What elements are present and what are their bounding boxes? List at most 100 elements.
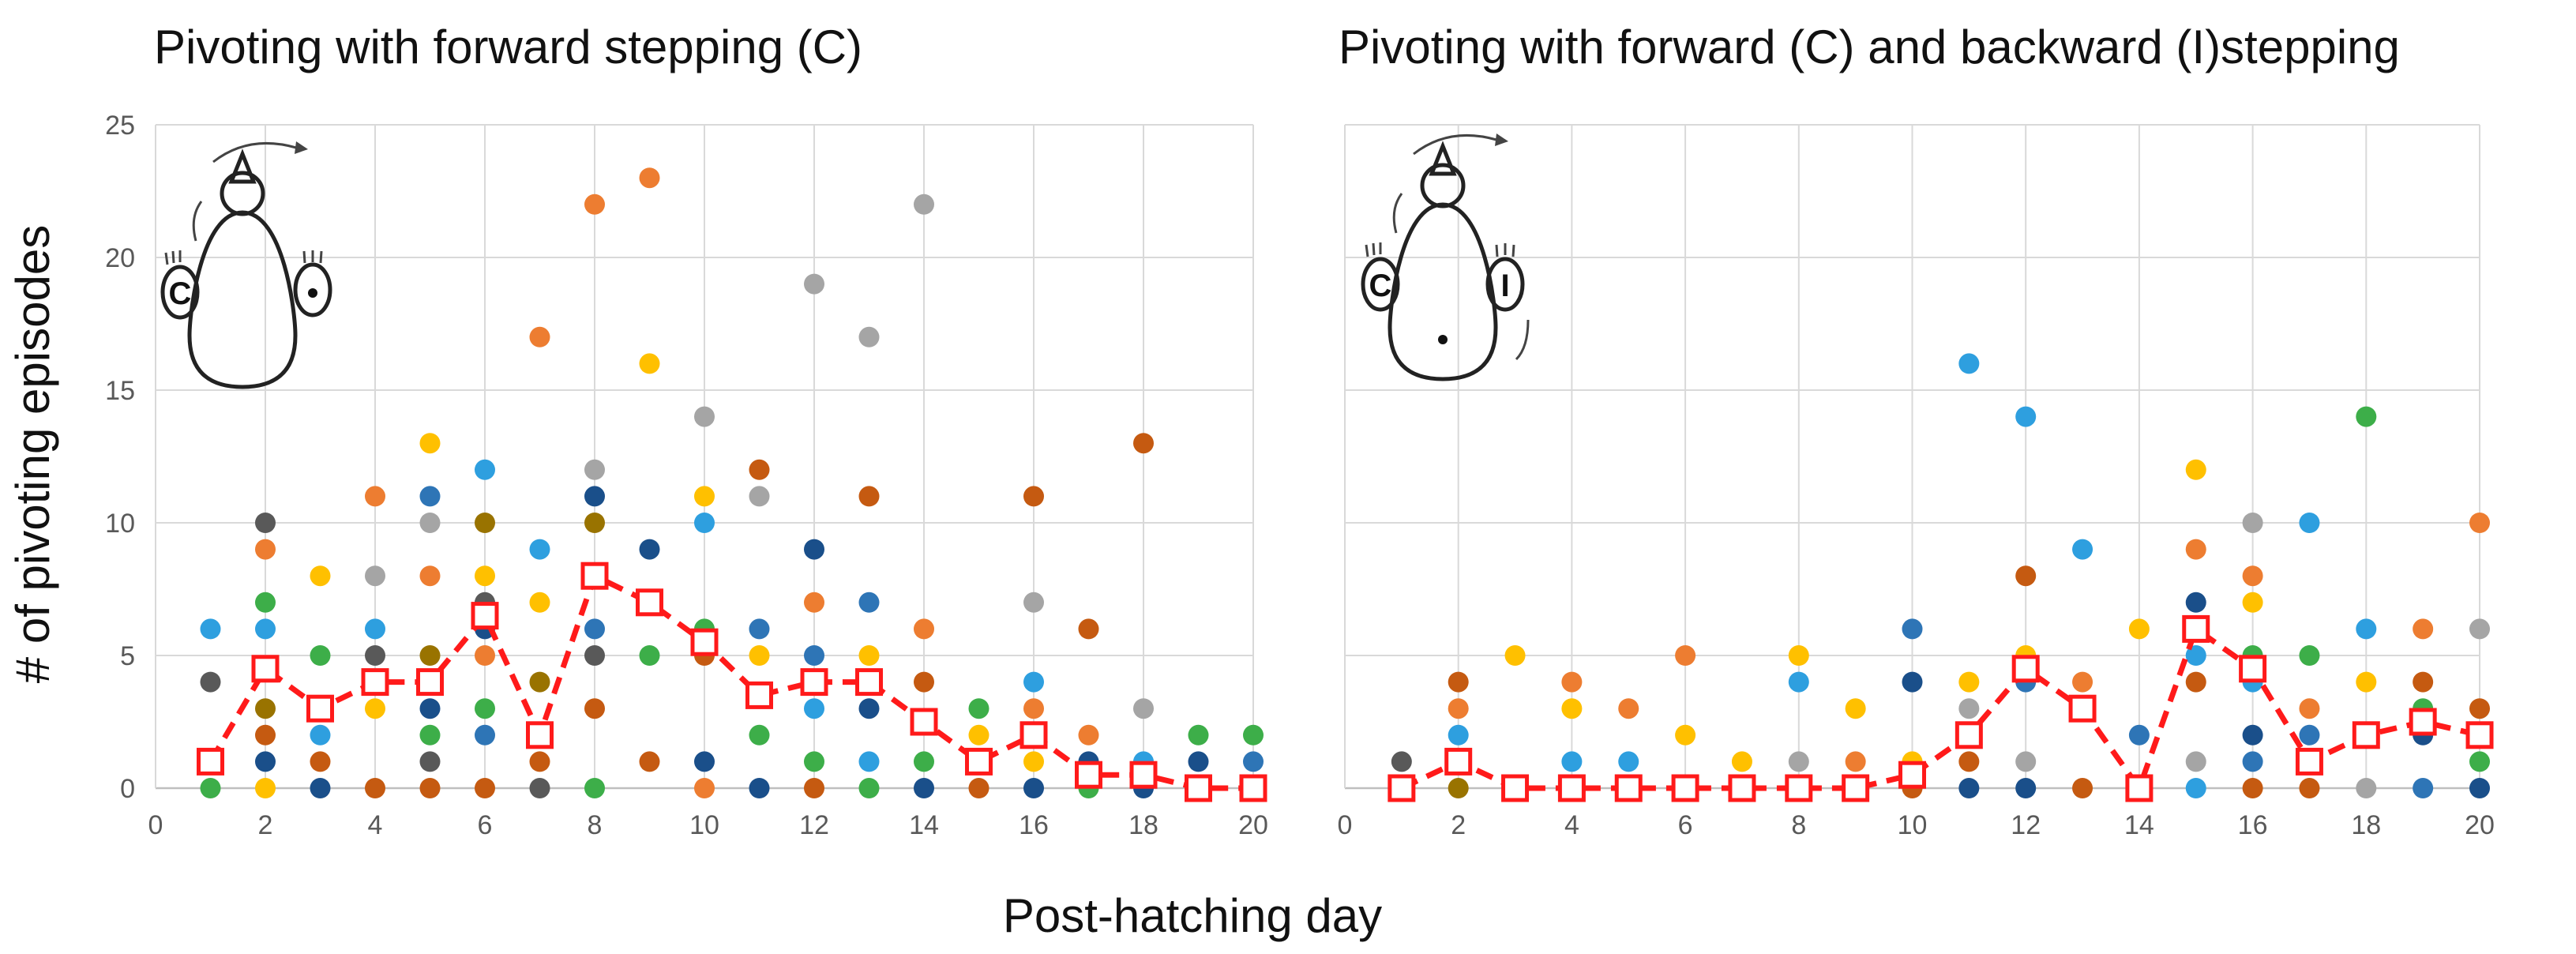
data-point	[1958, 778, 1980, 798]
mean-marker	[2295, 747, 2323, 776]
data-point	[639, 645, 660, 666]
panel-forward-backward-stepping: Pivoting with forward (C) and backward (…	[1338, 21, 2495, 840]
data-point	[639, 539, 660, 560]
data-point	[1788, 671, 1809, 693]
beak-icon	[1429, 141, 1457, 176]
data-point	[2128, 618, 2150, 640]
data-points	[200, 167, 1264, 798]
x-tick-label: 8	[1791, 810, 1806, 840]
mean-marker	[2068, 694, 2097, 723]
data-point	[2413, 618, 2434, 640]
x-tick-label: 16	[1019, 810, 1049, 840]
data-point	[2128, 724, 2150, 746]
backward-arrow-icon	[1515, 319, 1530, 361]
mean-marker	[2011, 655, 2040, 683]
data-point	[584, 193, 605, 215]
mean-marker	[1842, 774, 1870, 802]
data-point	[255, 539, 276, 560]
data-point	[310, 751, 331, 772]
x-tick-label: 10	[689, 810, 719, 840]
data-point	[1023, 698, 1044, 719]
data-point	[475, 565, 495, 587]
data-point	[2469, 618, 2490, 640]
data-point	[255, 778, 276, 798]
x-tick-label: 10	[1898, 810, 1928, 840]
right-foot-icon	[293, 262, 332, 317]
x-tick-label: 12	[799, 810, 829, 840]
mean-marker	[2465, 721, 2494, 749]
data-point	[310, 565, 331, 587]
mean-marker	[1671, 774, 1699, 802]
data-point	[1188, 724, 1209, 746]
mean-marker	[1129, 761, 1158, 789]
data-point	[1675, 645, 1696, 666]
data-point	[475, 698, 495, 719]
data-point	[365, 565, 385, 587]
data-point	[255, 592, 276, 613]
chick-head	[1420, 163, 1466, 208]
data-point	[365, 645, 385, 666]
mean-marker	[800, 668, 828, 697]
turn-arrow-icon	[1392, 193, 1403, 234]
x-tick-label: 14	[909, 810, 939, 840]
data-point	[419, 778, 441, 798]
mean-marker	[1388, 774, 1416, 802]
data-point	[1448, 698, 1469, 719]
mean-marker	[2239, 655, 2267, 683]
data-point	[310, 724, 331, 746]
x-tick-label: 14	[2124, 810, 2154, 840]
right-foot-icon	[1485, 257, 1525, 312]
data-point	[255, 513, 276, 533]
data-point	[584, 486, 605, 507]
data-point	[749, 618, 770, 640]
data-point	[2072, 671, 2093, 693]
data-point	[914, 671, 934, 693]
arrow-head-icon	[1495, 133, 1508, 146]
mean-marker	[416, 668, 444, 697]
x-tick-label: 8	[588, 810, 603, 840]
data-point	[2413, 778, 2434, 798]
right-toes-icon	[302, 250, 323, 264]
ipsilateral-foot-label: I	[1500, 269, 1509, 303]
data-point	[529, 539, 550, 560]
data-point	[639, 167, 660, 189]
data-point	[1788, 751, 1809, 772]
data-point	[2356, 618, 2377, 640]
data-point	[1448, 778, 1469, 798]
data-point	[858, 486, 880, 507]
data-point	[914, 618, 934, 640]
data-point	[804, 273, 824, 295]
data-point	[1504, 645, 1526, 666]
y-tick-label: 15	[105, 376, 135, 406]
mean-marker	[690, 628, 719, 656]
data-point	[255, 618, 276, 640]
data-point	[2072, 539, 2093, 560]
data-point	[1448, 671, 1469, 693]
data-point	[804, 698, 824, 719]
rotation-arrow-icon	[1413, 134, 1497, 156]
data-point	[858, 698, 880, 719]
data-point	[584, 645, 605, 666]
data-point	[2299, 724, 2320, 746]
x-tick-label: 4	[368, 810, 383, 840]
y-tick-label: 10	[105, 509, 135, 539]
data-point	[804, 778, 824, 798]
mean-marker	[1185, 774, 1212, 802]
data-point	[1243, 724, 1264, 746]
data-point	[2015, 565, 2037, 587]
data-point	[914, 751, 934, 772]
data-point	[200, 671, 221, 693]
mean-marker	[965, 747, 993, 776]
x-tick-label: 6	[1678, 810, 1693, 840]
x-tick-label: 18	[2351, 810, 2381, 840]
chick-inset-forward-backward: C I	[1361, 133, 1530, 381]
data-point	[1023, 671, 1044, 693]
data-point	[858, 326, 880, 347]
mean-marker	[636, 588, 663, 617]
chick-head	[220, 171, 265, 216]
data-point	[2242, 565, 2263, 587]
data-point	[1958, 353, 1980, 374]
data-point	[1902, 671, 1923, 693]
x-tick-label: 6	[478, 810, 493, 840]
data-point	[419, 565, 441, 587]
